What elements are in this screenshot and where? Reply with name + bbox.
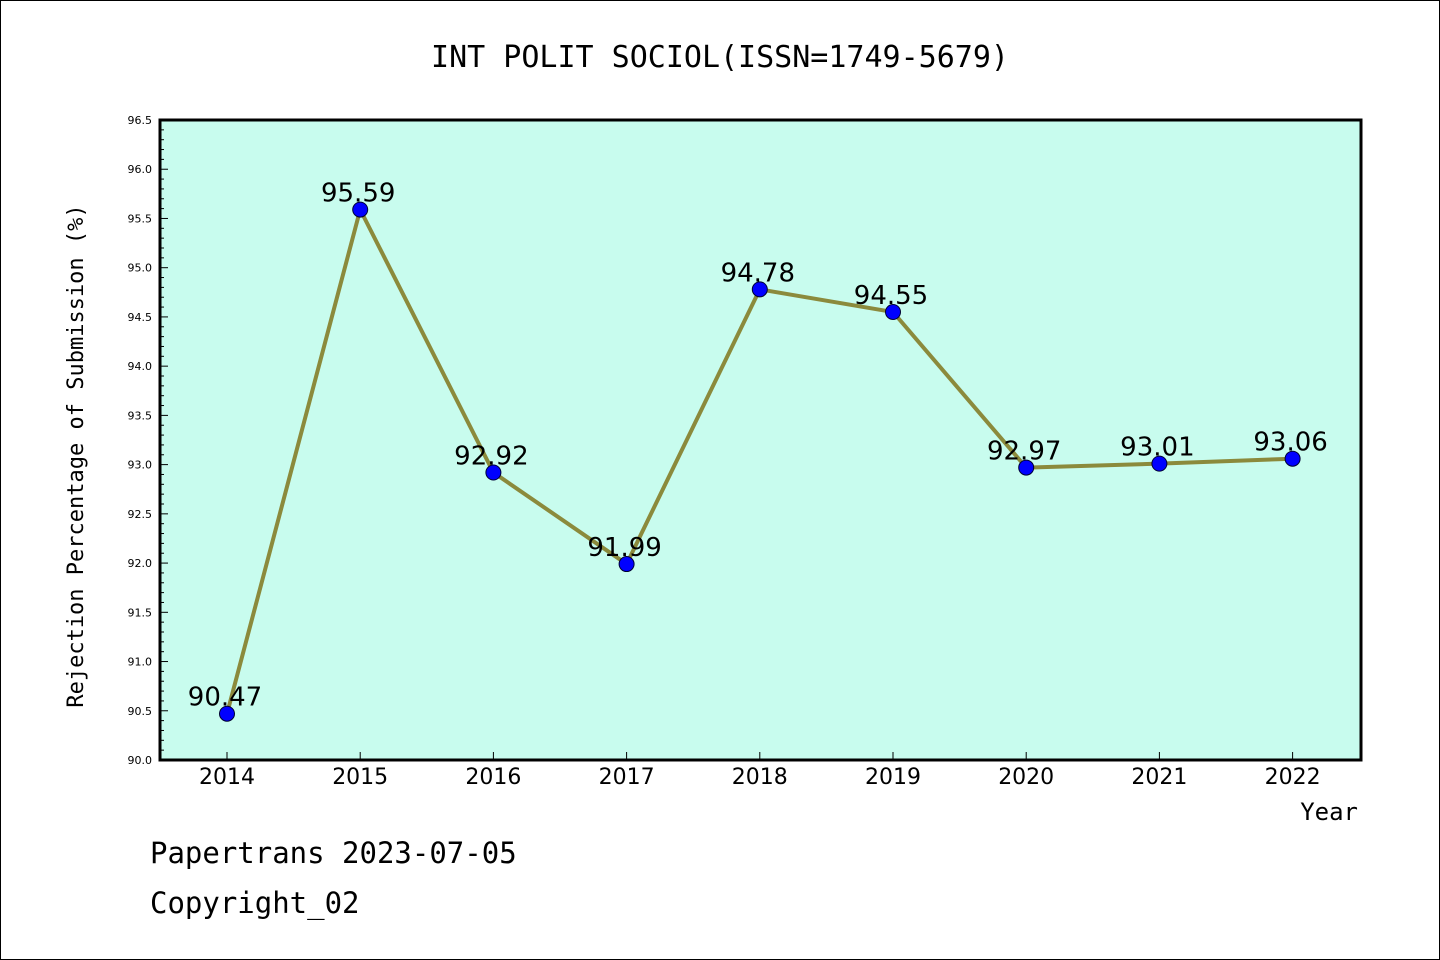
- data-label: 90.47: [188, 683, 262, 713]
- y-tick-label: 92.0: [128, 557, 153, 570]
- y-tick-label: 90.0: [128, 754, 153, 767]
- y-tick-label: 91.0: [128, 656, 153, 669]
- data-label: 93.01: [1120, 433, 1194, 463]
- y-tick-label: 91.5: [128, 606, 153, 619]
- data-point: [1018, 459, 1035, 476]
- y-axis: 90.0 90.5 91.0 91.5 92.0 92.5 93.0 93.5 94.0 94.5…: [128, 114, 168, 767]
- data-point: [485, 464, 502, 481]
- y-tick-label: 94.5: [128, 311, 153, 324]
- x-tick-label: 2017: [599, 765, 655, 790]
- footer-date-line: Papertrans 2023-07-05: [150, 836, 517, 870]
- data-point: [618, 556, 635, 573]
- data-point: [352, 201, 369, 218]
- x-tick-label: 2018: [732, 765, 788, 790]
- plot-area: [158, 118, 1363, 762]
- x-tick-label: 2022: [1265, 765, 1321, 790]
- data-point: [1151, 455, 1168, 472]
- x-axis-label: Year: [1300, 798, 1358, 826]
- x-tick-label: 2021: [1131, 765, 1187, 790]
- data-label: 93.06: [1253, 428, 1327, 458]
- x-tick-label: 2015: [332, 765, 388, 790]
- data-label: 95.59: [321, 179, 395, 209]
- x-tick-label: 2016: [465, 765, 521, 790]
- x-tick-label: 2019: [865, 765, 921, 790]
- y-tick-label: 92.5: [128, 508, 153, 521]
- data-label: 94.78: [721, 258, 795, 288]
- y-tick-label: 96.5: [128, 114, 153, 127]
- y-tick-label: 90.5: [128, 705, 153, 718]
- data-label: 92.97: [987, 437, 1061, 467]
- footer-copyright-line: Copyright_02: [150, 886, 360, 920]
- y-tick-label: 94.0: [128, 360, 153, 373]
- y-tick-label: 95.5: [128, 212, 153, 225]
- data-point: [219, 705, 235, 722]
- data-point: [885, 304, 901, 320]
- x-axis: 2014 2015 2016 2017 2018 2019 2020 2021 2022: [199, 752, 1321, 790]
- y-tick-label: 96.0: [128, 163, 153, 176]
- data-point: [751, 281, 768, 298]
- x-tick-label: 2020: [998, 765, 1054, 790]
- chart-title: INT POLIT SOCIOL(ISSN=1749-5679): [431, 40, 1009, 75]
- data-labels: 90.47 95.59 92.92 91.99 94.78 94.55 92.97 93.01…: [188, 179, 1328, 713]
- data-label: 91.99: [587, 533, 661, 563]
- x-tick-label: 2014: [199, 765, 255, 790]
- data-label: 92.92: [454, 441, 528, 471]
- data-point: [1284, 450, 1301, 467]
- data-markers: [219, 201, 1301, 722]
- y-axis-label: Rejection Percentage of Submission (%): [64, 204, 89, 707]
- y-tick-label: 93.5: [128, 409, 153, 422]
- data-label: 94.55: [854, 281, 928, 311]
- y-tick-label: 93.0: [128, 459, 153, 472]
- y-tick-label: 95.0: [128, 262, 153, 275]
